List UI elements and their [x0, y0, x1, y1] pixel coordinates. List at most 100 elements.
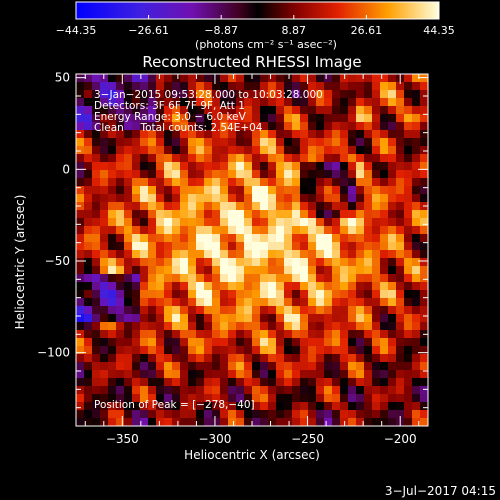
heatmap-cell — [348, 194, 357, 203]
heatmap-cell — [348, 354, 357, 363]
heatmap-cell — [156, 410, 165, 419]
heatmap-cell — [148, 106, 157, 115]
heatmap-cell — [76, 178, 85, 187]
heatmap-cell — [124, 378, 133, 387]
heatmap-cell — [404, 330, 413, 339]
heatmap-cell — [316, 362, 325, 371]
heatmap-cell — [268, 378, 277, 387]
heatmap-cell — [412, 394, 421, 403]
heatmap-cell — [132, 90, 141, 99]
heatmap-cell — [396, 322, 405, 331]
heatmap-cell — [84, 154, 93, 163]
heatmap-cell — [292, 378, 301, 387]
heatmap-cell — [236, 178, 245, 187]
heatmap-cell — [276, 82, 285, 91]
heatmap-cell — [316, 210, 325, 219]
heatmap-cell — [420, 138, 428, 147]
heatmap-cell — [260, 122, 269, 131]
heatmap-cell — [260, 242, 269, 251]
heatmap-cell — [204, 130, 213, 139]
heatmap-cell — [228, 242, 237, 251]
heatmap-cell — [76, 154, 85, 163]
heatmap-cell — [100, 210, 109, 219]
heatmap-cell — [164, 274, 173, 283]
heatmap-cell — [268, 418, 277, 426]
heatmap-cell — [164, 146, 173, 155]
heatmap-cell — [228, 106, 237, 115]
heatmap-cell — [100, 362, 109, 371]
heatmap-cell — [412, 186, 421, 195]
heatmap-cell — [76, 90, 85, 99]
heatmap-cell — [180, 282, 189, 291]
heatmap-cell — [388, 170, 397, 179]
heatmap-cell — [292, 410, 301, 419]
heatmap-cell — [356, 74, 365, 83]
heatmap-cell — [420, 114, 428, 123]
heatmap-cell — [364, 282, 373, 291]
y-tick-label: −100 — [37, 346, 70, 360]
heatmap-cell — [188, 290, 197, 299]
heatmap-cell — [92, 74, 101, 83]
heatmap-cell — [212, 234, 221, 243]
heatmap-cell — [84, 290, 93, 299]
heatmap-cell — [236, 314, 245, 323]
heatmap-cell — [412, 202, 421, 211]
heatmap-cell — [356, 226, 365, 235]
timestamp: 3−Jul−2017 04:15 — [385, 484, 496, 498]
heatmap-cell — [180, 146, 189, 155]
heatmap-cell — [372, 306, 381, 315]
heatmap-cell — [204, 122, 213, 131]
heatmap-cell — [300, 346, 309, 355]
heatmap-cell — [108, 402, 117, 411]
heatmap-cell — [132, 186, 141, 195]
heatmap-cell — [420, 186, 428, 195]
heatmap-cell — [172, 242, 181, 251]
heatmap-cell — [84, 250, 93, 259]
heatmap-cell — [148, 370, 157, 379]
heatmap-cell — [340, 114, 349, 123]
heatmap-cell — [124, 322, 133, 331]
heatmap-cell — [268, 202, 277, 211]
heatmap-cell — [196, 226, 205, 235]
heatmap-cell — [140, 106, 149, 115]
heatmap-cell — [284, 314, 293, 323]
heatmap-cell — [116, 314, 125, 323]
heatmap-cell — [356, 282, 365, 291]
heatmap-cell — [140, 202, 149, 211]
heatmap-cell — [212, 306, 221, 315]
heatmap-cell — [380, 74, 389, 83]
heatmap-cell — [372, 202, 381, 211]
heatmap-cell — [388, 298, 397, 307]
heatmap-cell — [188, 114, 197, 123]
heatmap-cell — [364, 394, 373, 403]
heatmap-cell — [356, 130, 365, 139]
heatmap-cell — [412, 98, 421, 107]
heatmap-cell — [364, 162, 373, 171]
heatmap-cell — [92, 306, 101, 315]
heatmap-cell — [124, 338, 133, 347]
heatmap-cell — [332, 258, 341, 267]
heatmap-cell — [220, 338, 229, 347]
heatmap-cell — [260, 314, 269, 323]
heatmap-cell — [276, 362, 285, 371]
heatmap-cell — [308, 370, 317, 379]
heatmap-cell — [212, 106, 221, 115]
heatmap-cell — [268, 130, 277, 139]
heatmap-cell — [316, 282, 325, 291]
heatmap-cell — [100, 338, 109, 347]
heatmap-cell — [276, 122, 285, 131]
heatmap-cell — [196, 234, 205, 243]
heatmap-cell — [100, 226, 109, 235]
heatmap-cell — [108, 178, 117, 187]
heatmap-cell — [332, 394, 341, 403]
heatmap-cell — [140, 306, 149, 315]
heatmap-cell — [276, 74, 285, 83]
heatmap-cell — [196, 90, 205, 99]
heatmap-cell — [196, 386, 205, 395]
heatmap-cell — [164, 162, 173, 171]
heatmap-cell — [236, 98, 245, 107]
heatmap-cell — [132, 250, 141, 259]
heatmap-cell — [100, 202, 109, 211]
heatmap-cell — [100, 354, 109, 363]
heatmap-cell — [228, 218, 237, 227]
